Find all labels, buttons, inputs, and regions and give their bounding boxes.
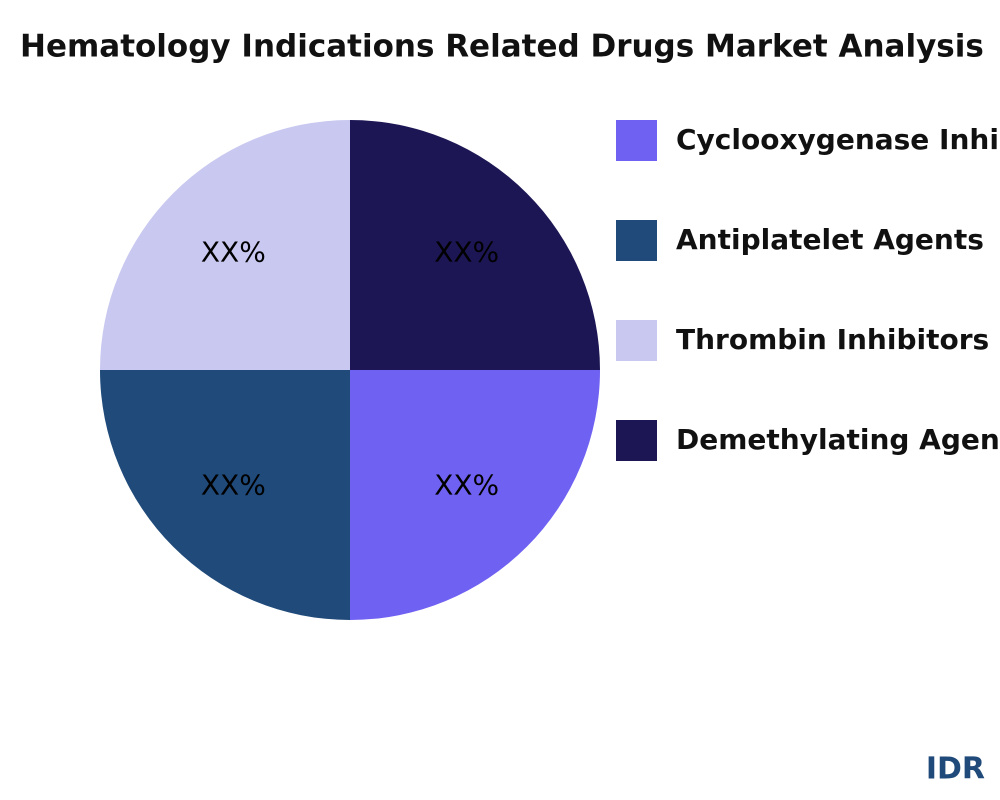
value-label: XX% — [201, 235, 266, 268]
legend-label: Cyclooxygenase Inhibitors — [676, 123, 1000, 156]
pie-slice — [100, 120, 350, 370]
legend-label: Demethylating Agents — [676, 423, 1000, 456]
pie-slice — [350, 120, 600, 370]
brand-logo: IDR — [926, 752, 985, 787]
legend-label: Antiplatelet Agents — [676, 223, 984, 256]
value-label: XX% — [201, 469, 266, 502]
value-label: XX% — [434, 235, 499, 268]
value-label: XX% — [434, 469, 499, 502]
pie-slice — [100, 370, 350, 620]
legend-swatch — [616, 120, 657, 161]
pie-slice — [350, 370, 600, 620]
legend-swatch — [616, 220, 657, 261]
chart-title: Hematology Indications Related Drugs Mar… — [20, 29, 984, 65]
legend-swatch — [616, 320, 657, 361]
legend-swatch — [616, 420, 657, 461]
legend-label: Thrombin Inhibitors — [676, 323, 989, 356]
